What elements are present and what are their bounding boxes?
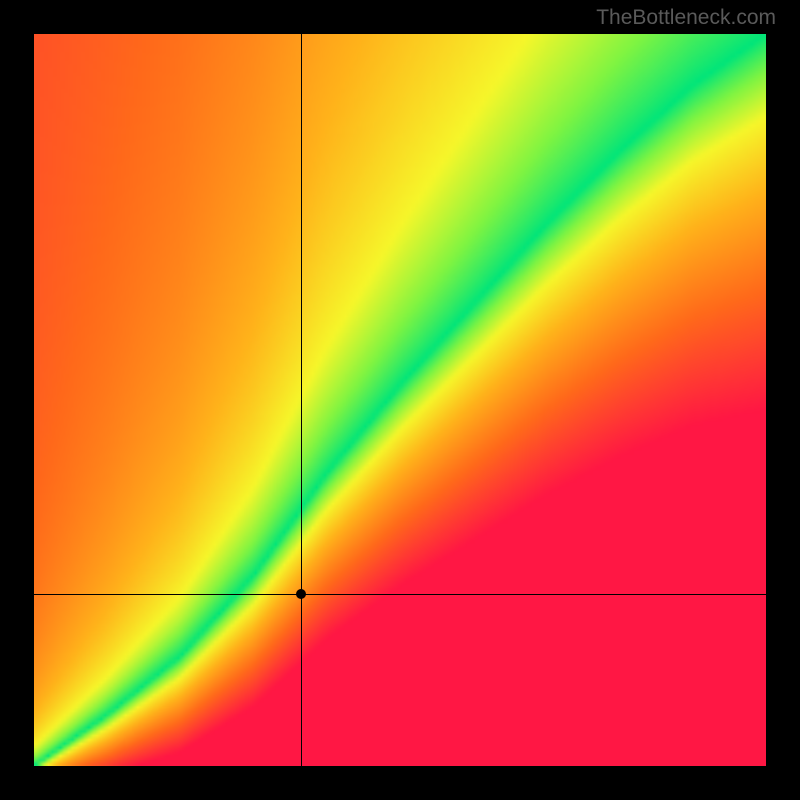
plot-area bbox=[34, 34, 766, 766]
watermark-text: TheBottleneck.com bbox=[596, 6, 776, 30]
heatmap-canvas bbox=[34, 34, 766, 766]
crosshair-horizontal bbox=[34, 594, 766, 595]
crosshair-vertical bbox=[301, 34, 302, 766]
marker-dot bbox=[296, 589, 306, 599]
chart-container: TheBottleneck.com bbox=[0, 0, 800, 800]
